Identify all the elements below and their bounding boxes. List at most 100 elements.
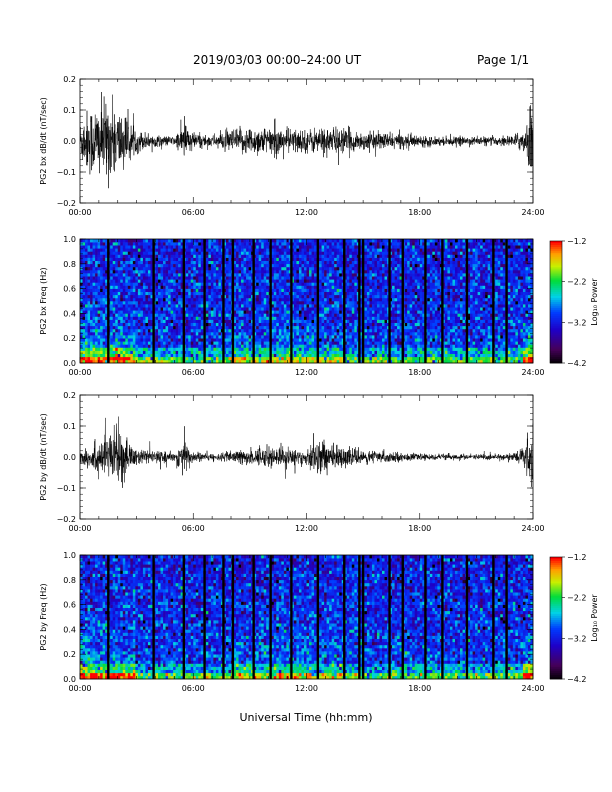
spectrogram-cell	[193, 356, 197, 361]
spectrogram-cell	[376, 332, 380, 336]
spectrogram-cell	[140, 353, 144, 358]
spectrogram-cell	[331, 266, 335, 271]
spectrogram-cell	[135, 254, 139, 258]
spectrogram-cell	[180, 273, 184, 277]
spectrogram-cell	[298, 282, 302, 286]
spectrogram-cell	[150, 239, 154, 243]
spectrogram-cell	[213, 322, 217, 327]
spectrogram-cell	[246, 242, 249, 246]
spectrogram-cell	[241, 245, 244, 249]
spectrogram-cell	[319, 260, 322, 265]
spectrogram-cell	[334, 313, 337, 317]
spectrogram-cell	[286, 242, 290, 246]
spectrogram-cell	[379, 263, 383, 268]
spectrogram-cell	[223, 239, 227, 243]
spectrogram-cell	[218, 319, 222, 323]
spectrogram-cell	[130, 353, 134, 358]
spectrogram-cell	[336, 359, 340, 364]
spectrogram-cell	[185, 307, 189, 311]
spectrogram-cell	[253, 325, 257, 330]
spectrogram-cell	[374, 310, 378, 314]
spectrogram-cell	[140, 245, 144, 249]
spectrogram-cell	[200, 344, 204, 348]
spectrogram-cell	[213, 335, 217, 339]
spectrogram-cell	[218, 260, 222, 265]
spectrogram-cell	[85, 304, 88, 308]
spectrogram-cell	[147, 291, 151, 296]
spectrogram-cell	[90, 294, 93, 299]
spectrogram-cell	[145, 344, 149, 348]
spectrogram-cell	[137, 242, 141, 246]
spectrogram-cell	[135, 266, 139, 271]
spectrogram-cell	[195, 359, 199, 364]
spectrogram-cell	[175, 319, 179, 323]
spectrogram-cell	[158, 242, 161, 246]
spectrogram-cell	[306, 248, 310, 252]
spectrogram-cell	[205, 338, 209, 342]
spectrogram-cell	[248, 328, 252, 333]
spectrogram-cell	[145, 338, 149, 342]
spectrogram-cell	[120, 307, 124, 311]
spectrogram-cell	[276, 257, 280, 261]
spectrogram-cell	[314, 322, 317, 327]
spectrogram-cell	[382, 304, 385, 308]
spectrogram-cell	[263, 350, 267, 354]
spectrogram-cell	[286, 291, 290, 296]
spectrogram-cell	[351, 310, 355, 314]
spectrogram-cell	[266, 328, 270, 333]
spectrogram-cell	[158, 335, 161, 339]
spectrogram-cell	[100, 260, 103, 265]
spectrogram-cell	[384, 270, 388, 274]
spectrogram-cell	[195, 356, 199, 361]
spectrogram-cell	[303, 332, 307, 336]
spectrogram-cell	[233, 285, 237, 289]
spectrogram-cell	[205, 307, 209, 311]
spectrogram-cell	[238, 338, 242, 342]
spectrogram-cell	[374, 316, 378, 320]
spectrogram-cell	[160, 285, 164, 289]
spectrogram-cell	[241, 313, 244, 317]
spectrogram-cell	[90, 307, 93, 311]
spectrogram-cell	[319, 266, 322, 271]
spectrogram-cell	[178, 266, 181, 271]
spectrogram-cell	[178, 319, 181, 323]
spectrogram-cell	[359, 263, 363, 268]
spectrogram-cell	[261, 325, 265, 330]
spectrogram-cell	[210, 325, 214, 330]
spectrogram-cell	[193, 332, 197, 336]
spectrogram-cell	[271, 279, 275, 283]
spectrogram-cell	[273, 282, 277, 286]
spectrogram-cell	[273, 332, 277, 336]
spectrogram-cell	[248, 297, 252, 302]
spectrogram-cell	[379, 338, 383, 342]
spectrogram-cell	[85, 356, 88, 361]
spectrogram-cell	[163, 304, 166, 308]
spectrogram-cell	[236, 242, 239, 246]
spectrogram-cell	[349, 347, 353, 351]
spectrogram-cell	[331, 263, 335, 268]
spectrogram-cell	[248, 291, 252, 296]
spectrogram-cell	[122, 285, 126, 289]
spectrogram-cell	[258, 350, 262, 354]
spectrogram-cell	[92, 294, 96, 299]
spectrogram-cell	[314, 350, 317, 354]
spectrogram-cell	[321, 341, 325, 345]
spectrogram-cell	[117, 319, 121, 323]
spectrogram-cell	[324, 248, 327, 252]
trace-line	[79, 91, 534, 189]
spectrogram-cell	[223, 242, 227, 246]
spectrogram-cell	[218, 245, 222, 249]
spectrogram-cell	[165, 316, 169, 320]
spectrogram-cell	[225, 276, 229, 280]
spectrogram-cell	[87, 279, 91, 283]
spectrogram-cell	[256, 338, 259, 342]
spectrogram-cell	[92, 291, 96, 296]
spectrogram-cell	[258, 310, 262, 314]
spectrogram-cell	[125, 245, 129, 249]
spectrogram-cell	[329, 291, 332, 296]
spectrogram-cell	[248, 260, 252, 265]
spectrogram-cell	[228, 239, 232, 243]
spectrogram-cell	[158, 257, 161, 261]
spectrogram-cell	[132, 322, 136, 327]
spectrogram-cell	[314, 242, 317, 246]
